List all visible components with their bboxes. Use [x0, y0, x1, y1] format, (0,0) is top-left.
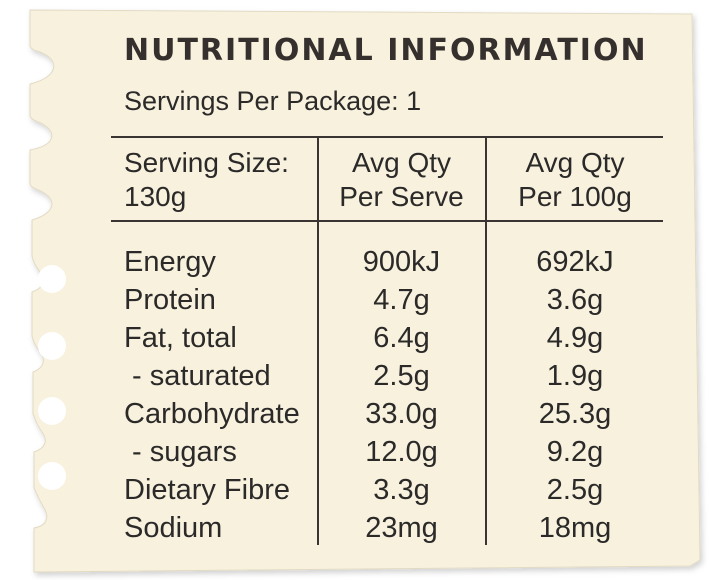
per-serve-value: 3.3g — [373, 474, 430, 506]
punch-hole — [38, 397, 66, 425]
per-100g-value: 18mg — [538, 512, 612, 544]
table-row: - sugars 12.0g 9.2g — [0, 433, 710, 471]
nutrient-rows: Energy 900kJ 692kJ Protein 4.7g 3.6g Fat… — [0, 243, 710, 547]
table-row: - saturated 2.5g 1.9g — [0, 357, 710, 395]
servings-per-package: Servings Per Package: 1 — [124, 86, 422, 116]
per-serve-value: 900kJ — [362, 246, 441, 278]
table-row: Dietary Fibre 3.3g 2.5g — [0, 471, 710, 509]
per-serve-header: Avg Qty Per Serve — [339, 147, 464, 212]
table-row: Energy 900kJ 692kJ — [0, 243, 710, 281]
column-divider — [317, 137, 319, 545]
serving-size-header: Serving Size: 130g — [124, 147, 289, 212]
table-row: Fat, total 6.4g 4.9g — [0, 319, 710, 357]
table-header-rule — [111, 220, 663, 222]
punch-holes — [38, 265, 66, 490]
per-100g-value: 692kJ — [536, 246, 614, 278]
per-100g-value: 9.2g — [546, 436, 604, 468]
per-100g-value: 1.9g — [546, 360, 604, 392]
label-title: NUTRITIONAL INFORMATION — [124, 33, 648, 68]
per-serve-value: 12.0g — [365, 436, 438, 468]
per-100g-header: Avg Qty Per 100g — [518, 147, 632, 212]
column-divider — [485, 137, 487, 545]
nutrient-label: Fat, total — [124, 322, 237, 354]
table-row: Carbohydrate 33.0g 25.3g — [0, 395, 710, 433]
per-serve-value: 33.0g — [365, 398, 438, 430]
nutrient-label: Protein — [124, 284, 216, 316]
nutrient-label: Energy — [124, 246, 216, 278]
per-100g-value: 4.9g — [546, 322, 604, 354]
per-100g-value: 3.6g — [546, 284, 604, 316]
table-row: Sodium 23mg 18mg — [0, 509, 710, 547]
table-row: Protein 4.7g 3.6g — [0, 281, 710, 319]
nutrient-label: - saturated — [124, 360, 271, 392]
nutrient-label: - sugars — [124, 436, 237, 468]
per-serve-value: 6.4g — [373, 322, 430, 354]
punch-hole — [38, 265, 66, 293]
nutrient-label: Carbohydrate — [124, 398, 300, 430]
punch-hole — [38, 332, 66, 360]
punch-hole — [38, 462, 66, 490]
per-100g-value: 25.3g — [538, 398, 612, 430]
per-serve-value: 4.7g — [373, 284, 430, 316]
per-serve-value: 23mg — [365, 512, 438, 544]
per-serve-value: 2.5g — [373, 360, 430, 392]
nutrient-label: Dietary Fibre — [124, 474, 290, 506]
per-100g-value: 2.5g — [546, 474, 604, 506]
table-top-rule — [111, 136, 663, 138]
nutrient-label: Sodium — [124, 512, 223, 544]
